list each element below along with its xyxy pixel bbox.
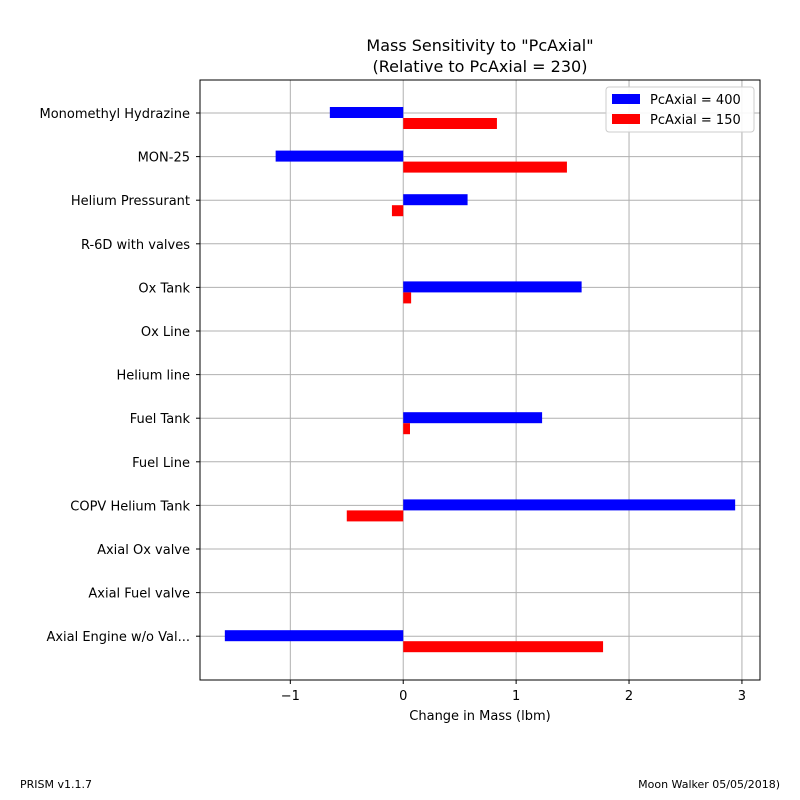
y-tick-label: Fuel Line [132, 456, 190, 471]
bar-pcaxial-150 [403, 641, 604, 653]
credit-label: Moon Walker 05/05/2018) [638, 778, 780, 791]
chart-title: Mass Sensitivity to "PcAxial" [366, 36, 593, 55]
bar-pcaxial-400 [403, 412, 543, 424]
bar-pcaxial-400 [275, 150, 404, 162]
legend-box [605, 86, 755, 133]
y-tick-label: Axial Ox valve [97, 543, 190, 558]
chart-subtitle: (Relative to PcAxial = 230) [373, 57, 588, 76]
y-tick-label: Ox Tank [138, 281, 190, 296]
bar-pcaxial-400 [224, 630, 404, 642]
y-tick-label: Axial Engine w/o Val... [46, 630, 190, 645]
y-tick-label: Fuel Tank [130, 412, 191, 427]
bar-pcaxial-150 [346, 510, 404, 522]
y-tick-label: R-6D with valves [81, 238, 190, 253]
x-tick-label: 2 [625, 689, 633, 704]
legend-label: PcAxial = 400 [650, 93, 741, 108]
x-tick-label: 0 [399, 689, 407, 704]
x-tick-label: 3 [738, 689, 746, 704]
bar-pcaxial-400 [403, 194, 468, 206]
y-tick-label: Helium Pressurant [71, 194, 190, 209]
x-axis-label: Change in Mass (lbm) [409, 709, 550, 724]
y-tick-label: Helium line [117, 369, 191, 384]
legend-swatch [612, 94, 640, 104]
y-tick-label: COPV Helium Tank [70, 499, 190, 514]
bar-pcaxial-400 [329, 107, 404, 118]
x-tick-label: −1 [281, 689, 300, 704]
x-tick-label: 1 [512, 689, 520, 704]
bar-pcaxial-400 [403, 499, 736, 511]
plot-frame [199, 79, 761, 681]
legend: PcAxial = 400 PcAxial = 150 [605, 86, 755, 133]
legend-label: PcAxial = 150 [650, 113, 741, 128]
legend-swatch [612, 114, 640, 124]
bars [224, 107, 736, 653]
y-tick-label: MON-25 [138, 151, 190, 166]
bar-pcaxial-150 [403, 161, 567, 173]
axis-ticks: −1 0 1 2 3 Monomethyl Hydrazine MON-25 Helium P… [39, 107, 746, 704]
bar-pcaxial-150 [391, 205, 404, 217]
y-tick-label: Monomethyl Hydrazine [39, 107, 190, 122]
y-tick-label: Ox Line [141, 325, 190, 340]
bar-pcaxial-150 [403, 292, 412, 304]
bar-pcaxial-150 [403, 118, 497, 129]
y-tick-label: Axial Fuel valve [88, 587, 190, 602]
version-label: PRISM v1.1.7 [20, 778, 92, 791]
bar-pcaxial-400 [403, 281, 582, 293]
bar-pcaxial-150 [403, 423, 410, 435]
